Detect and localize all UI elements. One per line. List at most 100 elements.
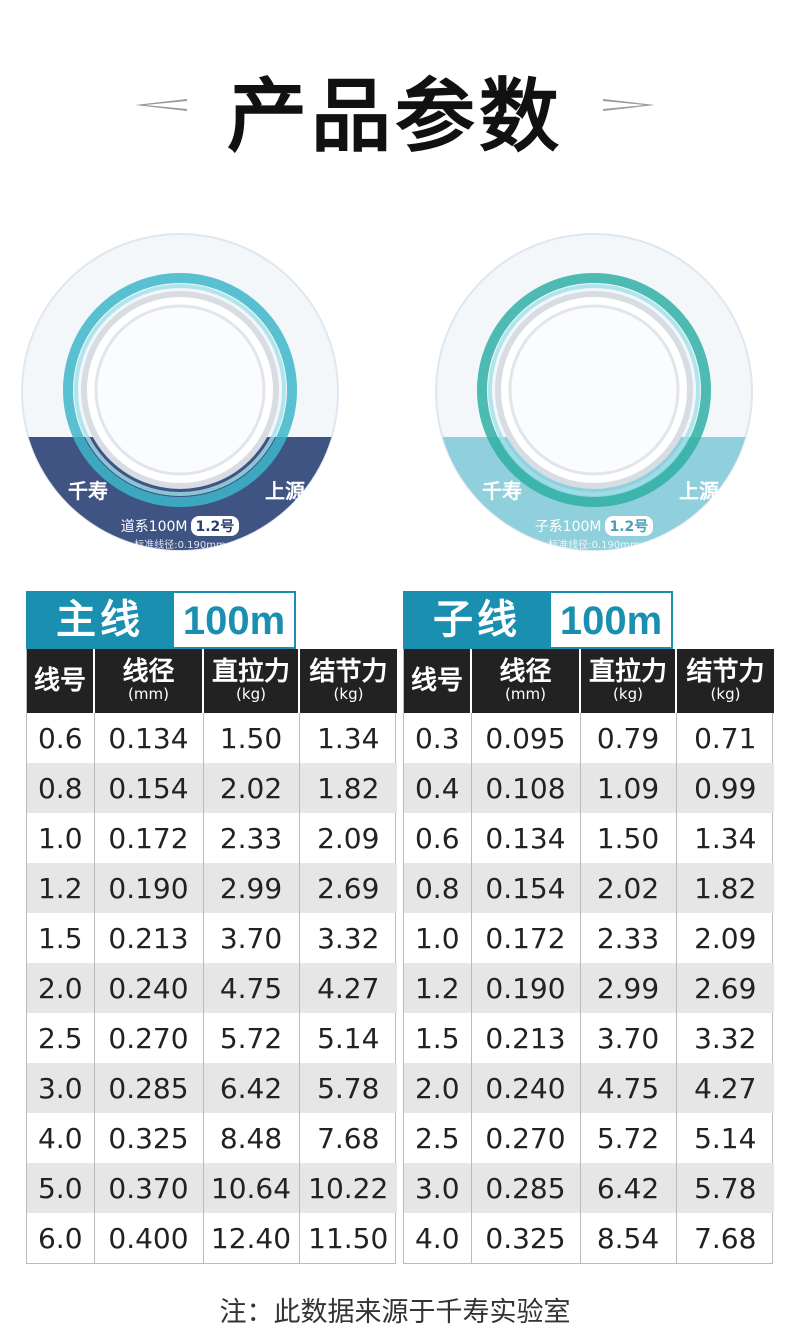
table-cell: 0.134 — [471, 813, 581, 863]
col-header-tensile: 直拉力 (kg) — [203, 649, 300, 713]
table-row: 6.0 0.400 12.40 11.50 — [27, 1213, 397, 1263]
table-cell: 1.34 — [694, 821, 757, 855]
col-header-diameter: 线径 (mm) — [94, 649, 204, 713]
table-cell: 1.5 — [27, 913, 95, 963]
table-row: 4.0 0.325 8.48 7.68 — [27, 1113, 397, 1163]
table-cell: 7.68 — [694, 1221, 757, 1255]
table-cell: 0.8 — [27, 763, 95, 813]
table-cell: 5.78 — [676, 1163, 774, 1213]
table-row: 0.3 0.095 0.79 0.71 — [404, 713, 774, 763]
table-cell: 0.325 — [471, 1213, 581, 1263]
table-row: 3.0 0.285 6.42 5.78 — [404, 1163, 774, 1213]
table-cell: 1.2 — [27, 863, 95, 913]
table-name: 主线 — [26, 591, 174, 649]
spool-series: 道系100M — [120, 519, 188, 535]
table-row: 0.8 0.154 2.02 1.82 — [404, 863, 774, 913]
table-length: 100m — [174, 591, 296, 649]
left-decoration-icon — [135, 99, 187, 111]
table-cell: 2.99 — [580, 963, 677, 1013]
table-cell: 2.02 — [580, 863, 677, 913]
table-row: 1.5 0.213 3.70 3.32 — [27, 913, 397, 963]
table-header-tab: 子线 100m — [403, 591, 773, 649]
table-cell: 4.0 — [27, 1113, 95, 1163]
table-cell: 4.0 — [404, 1213, 472, 1263]
table-cell: 0.270 — [471, 1113, 581, 1163]
table-cell: 3.32 — [317, 921, 380, 955]
table-cell: 3.0 — [27, 1063, 95, 1113]
table-cell: 2.09 — [694, 921, 757, 955]
col-header-knot-strength: 结节力 (kg) — [299, 649, 397, 713]
table-cell: 3.70 — [580, 1013, 677, 1063]
col-header-knot-strength: 结节力 (kg) — [676, 649, 774, 713]
table-cell: 1.2 — [404, 963, 472, 1013]
table-cell: 1.09 — [580, 763, 677, 813]
table-cell: 4.27 — [299, 963, 397, 1013]
table-cell: 3.32 — [694, 1021, 757, 1055]
table-cell: 1.50 — [580, 813, 677, 863]
table-cell: 0.213 — [471, 1013, 581, 1063]
spool-image-main-line: 千寿 上源 道系100M 1.2号 标准线径:0.190mm — [20, 232, 340, 552]
table-cell: 0.134 — [94, 713, 204, 763]
spool-diameter-label: 标准线径:0.190mm — [134, 540, 226, 551]
table-cell: 4.75 — [203, 963, 300, 1013]
table-length: 100m — [551, 591, 673, 649]
table-cell: 0.108 — [471, 763, 581, 813]
spool-series-label: 子系100M 1.2号 — [434, 516, 754, 536]
table-cell: 0.240 — [471, 1063, 581, 1113]
table-row: 1.5 0.213 3.70 3.32 — [404, 1013, 774, 1063]
table-cell: 1.0 — [404, 913, 472, 963]
table-cell: 4.27 — [676, 1063, 774, 1113]
table-row: 5.0 0.370 10.64 10.22 — [27, 1163, 397, 1213]
table-cell: 2.02 — [203, 763, 300, 813]
table-cell: 11.50 — [308, 1221, 389, 1255]
table-cell: 0.3 — [404, 713, 472, 763]
table-cell: 0.8 — [404, 863, 472, 913]
brand-right-logo: 上源 — [265, 479, 305, 503]
right-decoration-icon — [603, 99, 655, 111]
table-row: 0.4 0.108 1.09 0.99 — [404, 763, 774, 813]
table-cell: 6.42 — [580, 1163, 677, 1213]
page-title: 产品参数 — [227, 70, 563, 163]
table-cell: 0.325 — [94, 1113, 204, 1163]
table-cell: 2.5 — [27, 1013, 95, 1063]
table-cell: 5.72 — [203, 1013, 300, 1063]
data-source-note: 注：此数据来源于千寿实验室 — [219, 1297, 571, 1328]
table-cell: 5.0 — [27, 1163, 95, 1213]
spool-series: 子系100M — [534, 519, 602, 535]
table-cell: 2.33 — [580, 913, 677, 963]
page-header: 产品参数 — [0, 52, 790, 163]
brand-left-logo: 千寿 — [68, 479, 108, 503]
table-cell: 2.0 — [404, 1063, 472, 1113]
table-cell: 1.50 — [203, 713, 300, 763]
col-header-tensile: 直拉力 (kg) — [580, 649, 677, 713]
table-name: 子线 — [403, 591, 551, 649]
spool-series-label: 道系100M 1.2号 — [20, 516, 340, 536]
table-cell: 0.190 — [471, 963, 581, 1013]
table-cell: 4.75 — [580, 1063, 677, 1113]
table-header-row: 线号 线径 (mm) 直拉力 (kg) 结节力 (kg) — [27, 649, 397, 713]
table-row: 4.0 0.325 8.54 7.68 — [404, 1213, 774, 1263]
spool-diameter-label: 标准线径:0.190mm — [548, 540, 640, 551]
table-cell: 0.154 — [94, 763, 204, 813]
table-cell: 0.172 — [471, 913, 581, 963]
table-row: 2.5 0.270 5.72 5.14 — [404, 1113, 774, 1163]
table-row: 1.2 0.190 2.99 2.69 — [27, 863, 397, 913]
table-cell: 0.213 — [94, 913, 204, 963]
table-cell: 1.0 — [27, 813, 95, 863]
table-cell: 2.5 — [404, 1113, 472, 1163]
table-row: 2.5 0.270 5.72 5.14 — [27, 1013, 397, 1063]
table-cell: 0.190 — [94, 863, 204, 913]
table-cell: 2.99 — [203, 863, 300, 913]
table-cell: 0.285 — [471, 1163, 581, 1213]
table-row: 1.0 0.172 2.33 2.09 — [27, 813, 397, 863]
table-row: 0.6 0.134 1.50 1.34 — [27, 713, 397, 763]
table-cell: 0.71 — [694, 721, 757, 755]
brand-right-logo: 上源 — [679, 479, 719, 503]
table-cell: 1.34 — [317, 721, 380, 755]
table-cell: 0.172 — [94, 813, 204, 863]
table-cell: 5.14 — [694, 1121, 757, 1155]
table-row: 2.0 0.240 4.75 4.27 — [404, 1063, 774, 1113]
table-cell: 0.240 — [94, 963, 204, 1013]
table-row: 1.0 0.172 2.33 2.09 — [404, 913, 774, 963]
table-cell: 0.400 — [94, 1213, 204, 1263]
